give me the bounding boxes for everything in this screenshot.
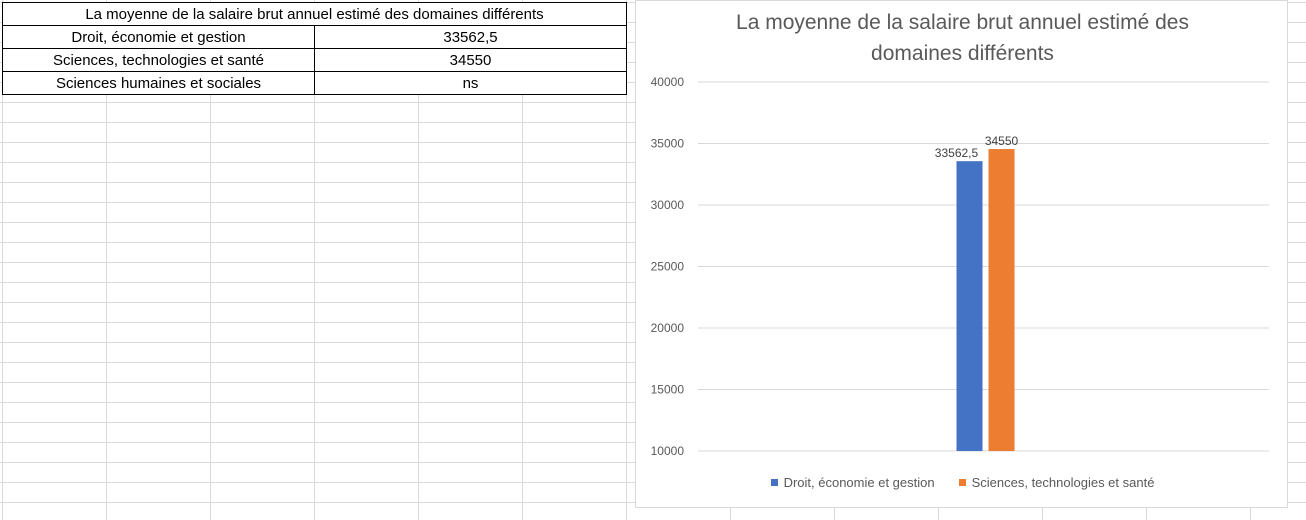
domain-cell[interactable]: Sciences humaines et sociales [2,71,315,95]
bar-data-label: 34550 [985,134,1019,148]
salary-cell[interactable]: ns [314,71,627,95]
table-title-row: La moyenne de la salaire brut annuel est… [2,2,627,26]
salary-table: La moyenne de la salaire brut annuel est… [2,2,627,95]
y-tick-label: 25000 [651,260,685,274]
chart-legend[interactable]: Droit, économie et gestion Sciences, tec… [636,475,1289,490]
chart-title-line-1: La moyenne de la salaire brut annuel est… [736,11,1189,34]
domain-cell[interactable]: Sciences, technologies et santé [2,48,315,72]
legend-swatch-orange [958,479,966,486]
table-row: Sciences humaines et sociales ns [2,71,627,95]
table-title-cell[interactable]: La moyenne de la salaire brut annuel est… [2,2,627,26]
legend-label: Droit, économie et gestion [783,475,935,490]
salary-cell[interactable]: 34550 [314,48,627,72]
y-tick-label: 30000 [651,198,685,212]
legend-item-sciences[interactable]: Sciences, technologies et santé [958,475,1155,490]
legend-swatch-blue [770,479,778,486]
bar-sciences[interactable] [988,149,1015,451]
y-tick-label: 20000 [651,321,685,335]
salary-bar-chart[interactable]: La moyenne de la salaire brut annuel est… [635,0,1288,508]
chart-title-line-2: domaines différents [871,42,1054,65]
bar-droit[interactable] [956,161,983,451]
table-row: Droit, économie et gestion 33562,5 [2,25,627,49]
legend-item-droit[interactable]: Droit, économie et gestion [770,475,935,490]
legend-label: Sciences, technologies et santé [971,475,1155,490]
salary-cell[interactable]: 33562,5 [314,25,627,49]
bar-data-label: 33562,5 [935,146,979,160]
chart-plot-area[interactable]: 10000 15000 20000 25000 30000 35000 40000 33562… [636,1,1289,509]
y-tick-label: 10000 [651,444,685,458]
table-row: Sciences, technologies et santé 34550 [2,48,627,72]
chart-title[interactable]: La moyenne de la salaire brut annuel est… [636,7,1289,69]
y-tick-label: 35000 [651,137,685,151]
y-tick-label: 40000 [651,75,685,89]
y-tick-label: 15000 [651,383,685,397]
domain-cell[interactable]: Droit, économie et gestion [2,25,315,49]
